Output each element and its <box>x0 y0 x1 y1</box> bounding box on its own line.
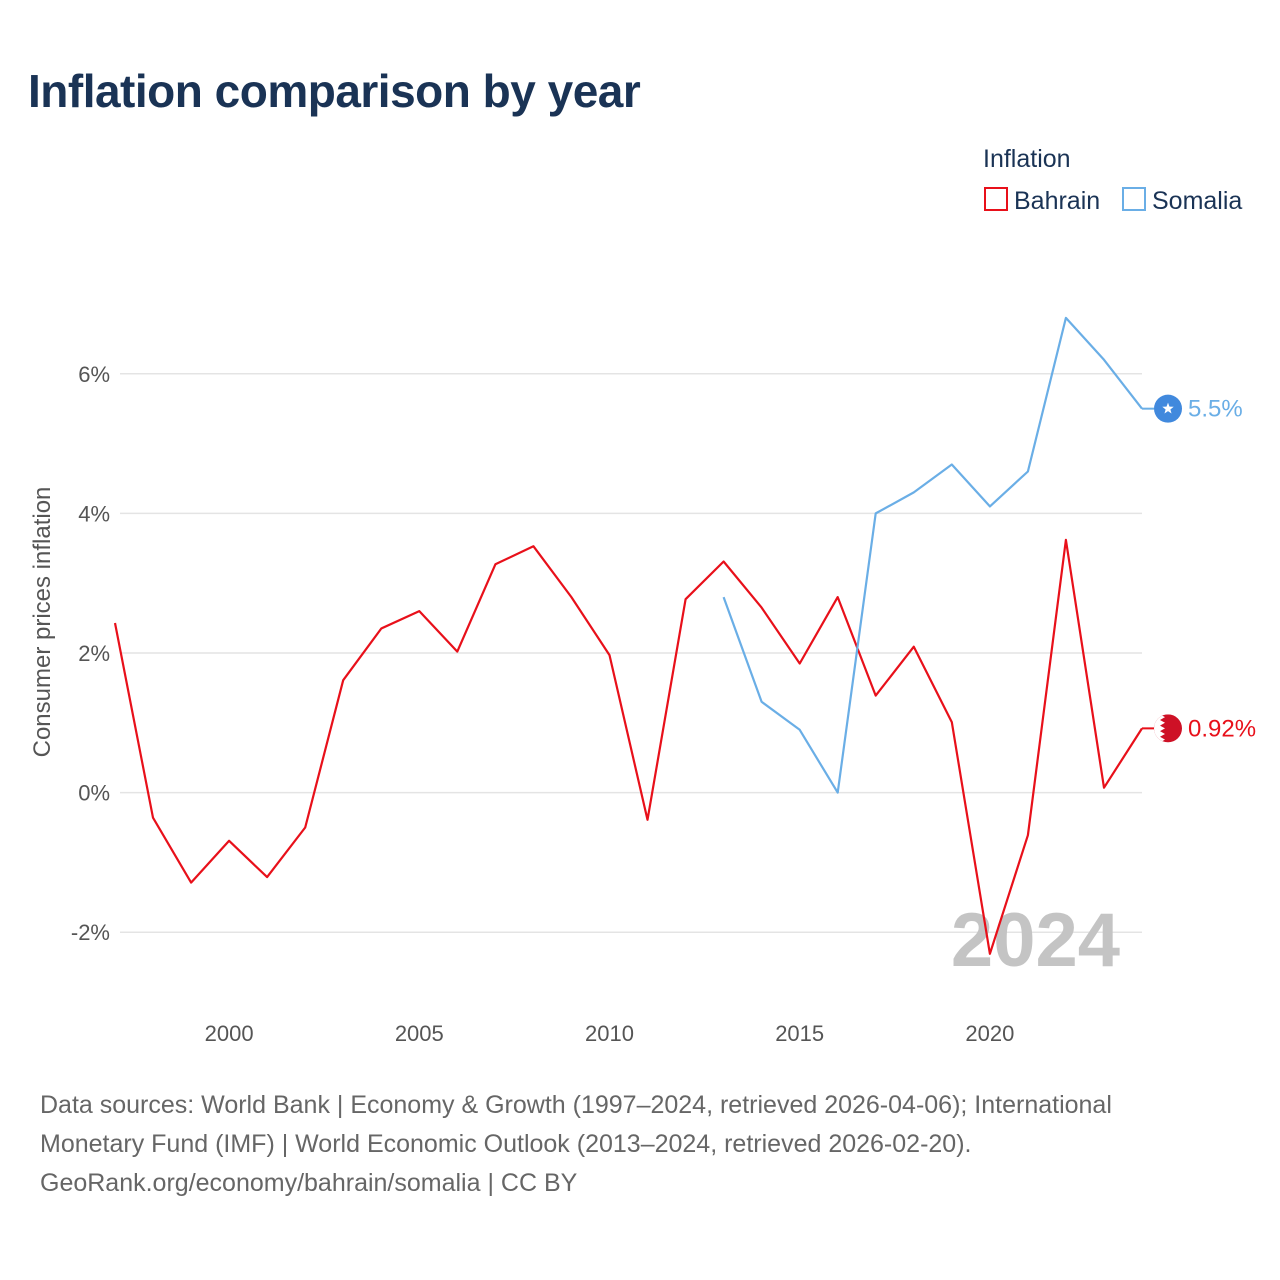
y-axis-label: Consumer prices inflation <box>29 487 56 758</box>
gridlines <box>120 373 1142 933</box>
legend-label-bahrain: Bahrain <box>1014 187 1100 215</box>
sources-line-2: Monetary Fund (IMF) | World Economic Out… <box>40 1130 972 1158</box>
sources-line-3: GeoRank.org/economy/bahrain/somalia | CC… <box>40 1169 578 1197</box>
series-line-bahrain[interactable] <box>113 538 1143 955</box>
x-tick-label: 2005 <box>395 1021 444 1046</box>
legend-item-somalia[interactable]: Somalia <box>1122 187 1242 215</box>
y-tick-label: 6% <box>78 362 110 387</box>
legend-title: Inflation <box>983 145 1071 173</box>
y-tick-label: -2% <box>71 920 110 945</box>
bahrain-flag-icon <box>1154 714 1182 743</box>
legend-item-bahrain[interactable]: Bahrain <box>984 187 1100 215</box>
chart-title: Inflation comparison by year <box>28 65 641 117</box>
x-tick-label: 2000 <box>205 1021 254 1046</box>
x-axis-ticks: 2000 2005 2010 2015 2020 <box>205 1021 1015 1046</box>
end-value-label-somalia: 5.5% <box>1188 396 1243 423</box>
sources-line-1: Data sources: World Bank | Economy & Gro… <box>40 1091 1112 1119</box>
x-tick-label: 2015 <box>775 1021 824 1046</box>
data-sources-footer: Data sources: World Bank | Economy & Gro… <box>40 1086 1240 1203</box>
legend: Inflation Bahrain Somalia <box>983 145 1242 215</box>
y-axis-ticks: 6% 4% 2% 0% -2% <box>71 362 110 945</box>
x-tick-label: 2010 <box>585 1021 634 1046</box>
end-markers: 0.92% 5.5% <box>1142 394 1256 743</box>
x-tick-label: 2020 <box>965 1021 1014 1046</box>
legend-label-somalia: Somalia <box>1152 187 1242 215</box>
series-line-somalia[interactable] <box>722 316 1143 794</box>
legend-swatch-somalia <box>1122 187 1146 211</box>
series-lines <box>113 316 1143 955</box>
legend-swatch-bahrain <box>984 187 1008 211</box>
somalia-flag-icon <box>1154 394 1182 423</box>
end-value-label-bahrain: 0.92% <box>1188 715 1256 742</box>
y-tick-label: 4% <box>78 501 110 526</box>
y-tick-label: 2% <box>78 641 110 666</box>
line-chart: 6% 4% 2% 0% -2% 2000 2005 2010 2015 2020 Consume… <box>29 145 1256 1046</box>
year-watermark: 2024 <box>951 898 1120 983</box>
y-tick-label: 0% <box>78 781 110 806</box>
